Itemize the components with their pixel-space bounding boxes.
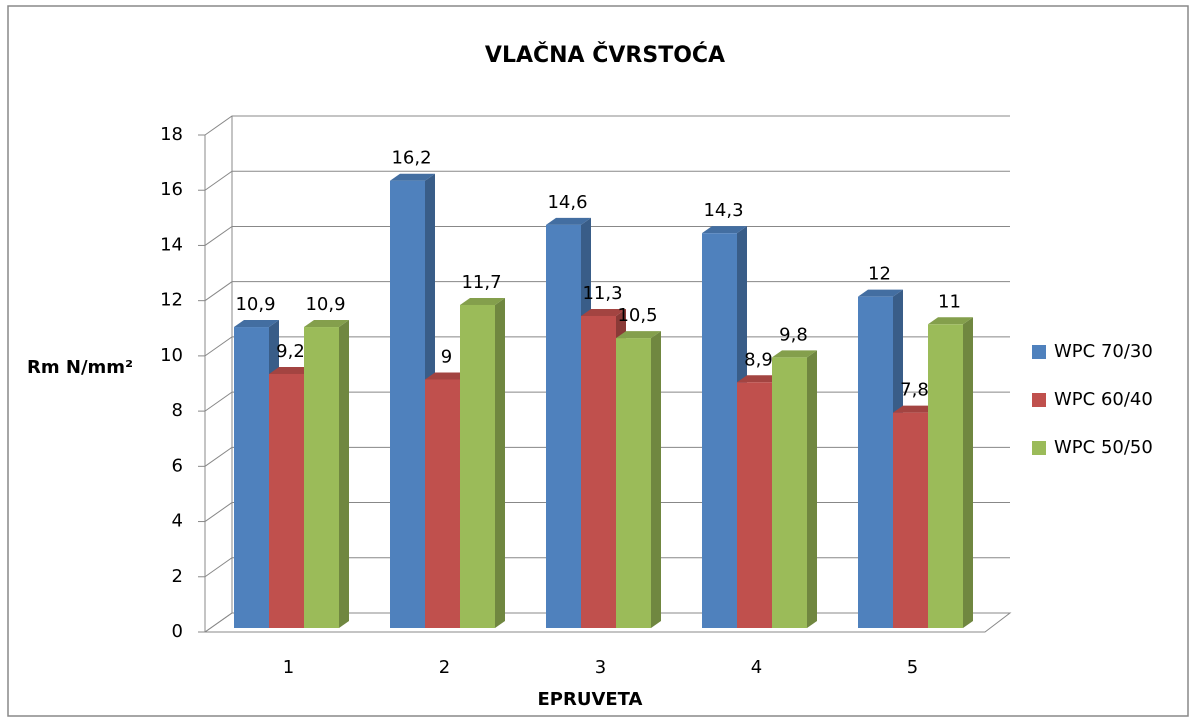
bar-top — [893, 405, 938, 413]
bar-front — [702, 233, 737, 628]
y-tick-label: 14 — [160, 234, 183, 255]
data-label: 10,9 — [235, 294, 275, 315]
data-label: 8,9 — [744, 349, 773, 370]
y-tick-label: 4 — [172, 511, 183, 532]
legend-swatch — [1032, 393, 1046, 407]
bar-top — [616, 331, 661, 339]
y-tick-label: 8 — [172, 400, 183, 421]
bar-top — [858, 289, 903, 297]
bar-top — [581, 308, 626, 316]
bar-top — [702, 226, 747, 234]
bar-top — [546, 217, 591, 225]
legend-swatch — [1032, 441, 1046, 455]
bar-top — [460, 297, 505, 305]
x-tick-label: 3 — [595, 657, 606, 678]
bar-top — [928, 317, 973, 325]
legend-label: WPC 50/50 — [1054, 437, 1153, 458]
bar-front — [858, 296, 893, 628]
legend-swatch — [1032, 345, 1046, 359]
y-tick-label: 10 — [160, 345, 183, 366]
x-tick-label: 4 — [751, 657, 762, 678]
bar — [460, 297, 505, 628]
y-tick-label: 2 — [172, 566, 183, 587]
data-label: 9,2 — [276, 341, 305, 362]
bar-front — [737, 382, 772, 628]
bar-front — [390, 180, 425, 628]
data-label: 7,8 — [900, 380, 929, 401]
bar — [304, 320, 349, 628]
bar-side — [495, 297, 505, 628]
bar-top — [269, 366, 314, 374]
bar-front — [616, 338, 651, 628]
data-label: 12 — [868, 264, 891, 285]
bar-front — [546, 224, 581, 628]
data-label: 10,5 — [617, 305, 657, 326]
data-label: 9,8 — [779, 324, 808, 345]
bar-top — [772, 350, 817, 358]
data-label: 11,7 — [461, 272, 501, 293]
bar-front — [234, 327, 269, 628]
grid-line — [204, 115, 1010, 136]
bar-front — [269, 373, 304, 628]
bar-top — [737, 375, 782, 383]
bar — [616, 331, 661, 628]
legend-label: WPC 70/30 — [1054, 341, 1153, 362]
bar-front — [928, 324, 963, 628]
grid-line — [204, 225, 1010, 246]
data-label: 11 — [938, 291, 961, 312]
bar-front — [581, 315, 616, 628]
bar — [928, 317, 973, 628]
bar-front — [425, 379, 460, 628]
grid-line — [204, 170, 1010, 191]
bar — [390, 173, 435, 628]
bar-side — [651, 331, 661, 628]
data-label: 9 — [441, 347, 452, 368]
y-tick-label: 0 — [172, 621, 183, 642]
bar-side — [963, 317, 973, 628]
bar-front — [460, 304, 495, 628]
bar-top — [304, 320, 349, 328]
x-tick-label: 5 — [907, 657, 918, 678]
bar — [772, 350, 817, 628]
bar-top — [390, 173, 435, 181]
bar-front — [304, 327, 339, 628]
bar-front — [772, 357, 807, 628]
y-tick-label: 6 — [172, 455, 183, 476]
legend-label: WPC 60/40 — [1054, 389, 1153, 410]
y-tick-label: 12 — [160, 290, 183, 311]
x-tick-label: 1 — [283, 657, 294, 678]
data-label: 11,3 — [582, 283, 622, 304]
bar-front — [893, 412, 928, 628]
data-label: 10,9 — [305, 294, 345, 315]
grid-line — [204, 336, 1010, 357]
grid-line — [204, 281, 1010, 302]
bar-side — [807, 350, 817, 628]
x-axis-label: EPRUVETA — [537, 689, 642, 710]
bar-top — [425, 372, 470, 380]
x-tick-label: 2 — [439, 657, 450, 678]
y-tick-label: 16 — [160, 179, 183, 200]
y-axis-label: Rm N/mm² — [27, 357, 133, 378]
bar-side — [339, 320, 349, 628]
chart-title: VLAČNA ČVRSTOĆA — [485, 42, 725, 68]
data-label: 14,3 — [703, 200, 743, 221]
data-label: 14,6 — [547, 192, 587, 213]
y-tick-label: 18 — [160, 124, 183, 145]
bar-top — [234, 320, 279, 328]
data-label: 16,2 — [391, 148, 431, 169]
